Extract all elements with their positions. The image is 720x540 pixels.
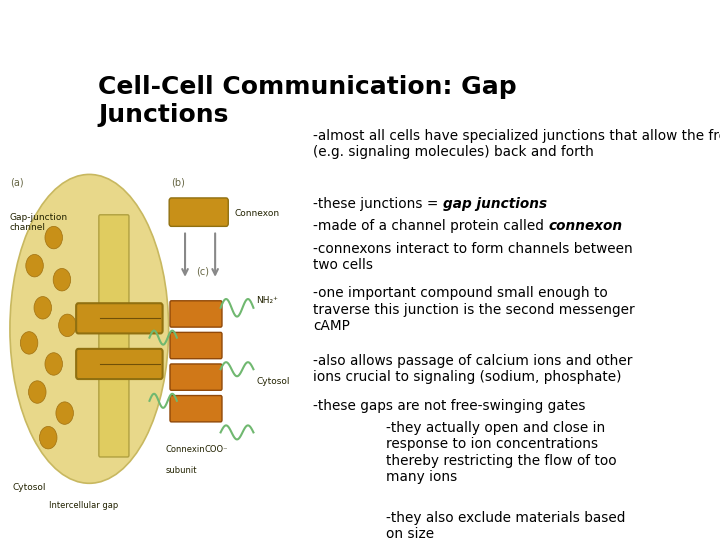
FancyBboxPatch shape	[76, 303, 163, 333]
Text: Connexon: Connexon	[234, 208, 279, 218]
Text: -these gaps are not free-swinging gates: -these gaps are not free-swinging gates	[313, 399, 585, 413]
Text: (a): (a)	[10, 178, 24, 188]
Text: COO⁻: COO⁻	[204, 445, 228, 454]
Text: Cell-Cell Communication: Gap
Junctions: Cell-Cell Communication: Gap Junctions	[99, 75, 517, 127]
Text: gap junctions: gap junctions	[443, 197, 547, 211]
FancyBboxPatch shape	[170, 332, 222, 359]
FancyBboxPatch shape	[169, 198, 228, 226]
Text: -one important compound small enough to
traverse this junction is the second mes: -one important compound small enough to …	[313, 286, 635, 333]
Text: connexon: connexon	[549, 219, 623, 233]
FancyBboxPatch shape	[170, 364, 222, 390]
Text: Cytosol: Cytosol	[13, 483, 46, 492]
Circle shape	[45, 353, 63, 375]
Text: -also allows passage of calcium ions and other
ions crucial to signaling (sodium: -also allows passage of calcium ions and…	[313, 354, 633, 384]
Circle shape	[29, 381, 46, 403]
Text: Gap-junction
channel: Gap-junction channel	[10, 213, 68, 232]
Text: subunit: subunit	[166, 466, 197, 475]
Circle shape	[53, 268, 71, 291]
Text: Connexin: Connexin	[166, 445, 205, 454]
Text: -these junctions =: -these junctions =	[313, 197, 443, 211]
Ellipse shape	[10, 174, 168, 483]
Circle shape	[34, 296, 52, 319]
FancyBboxPatch shape	[170, 395, 222, 422]
Text: (c): (c)	[197, 266, 210, 276]
Text: -connexons interact to form channels between
two cells: -connexons interact to form channels bet…	[313, 241, 633, 272]
Text: (b): (b)	[171, 178, 185, 188]
Text: -made of a channel protein called: -made of a channel protein called	[313, 219, 549, 233]
Text: Cytosol: Cytosol	[256, 377, 289, 386]
Text: -almost all cells have specialized junctions that allow the free passage of mate: -almost all cells have specialized junct…	[313, 129, 720, 159]
Circle shape	[45, 226, 63, 249]
Text: NH₂⁺: NH₂⁺	[256, 296, 278, 305]
Circle shape	[20, 332, 38, 354]
FancyBboxPatch shape	[170, 301, 222, 327]
Text: Intercellular gap: Intercellular gap	[49, 501, 118, 510]
FancyBboxPatch shape	[76, 349, 163, 379]
Circle shape	[40, 427, 57, 449]
Text: -they also exclude materials based
on size: -they also exclude materials based on si…	[386, 511, 625, 540]
Circle shape	[26, 254, 43, 277]
Circle shape	[58, 314, 76, 336]
Circle shape	[56, 402, 73, 424]
FancyBboxPatch shape	[99, 215, 129, 457]
Text: -they actually open and close in
response to ion concentrations
thereby restrict: -they actually open and close in respons…	[386, 421, 616, 484]
